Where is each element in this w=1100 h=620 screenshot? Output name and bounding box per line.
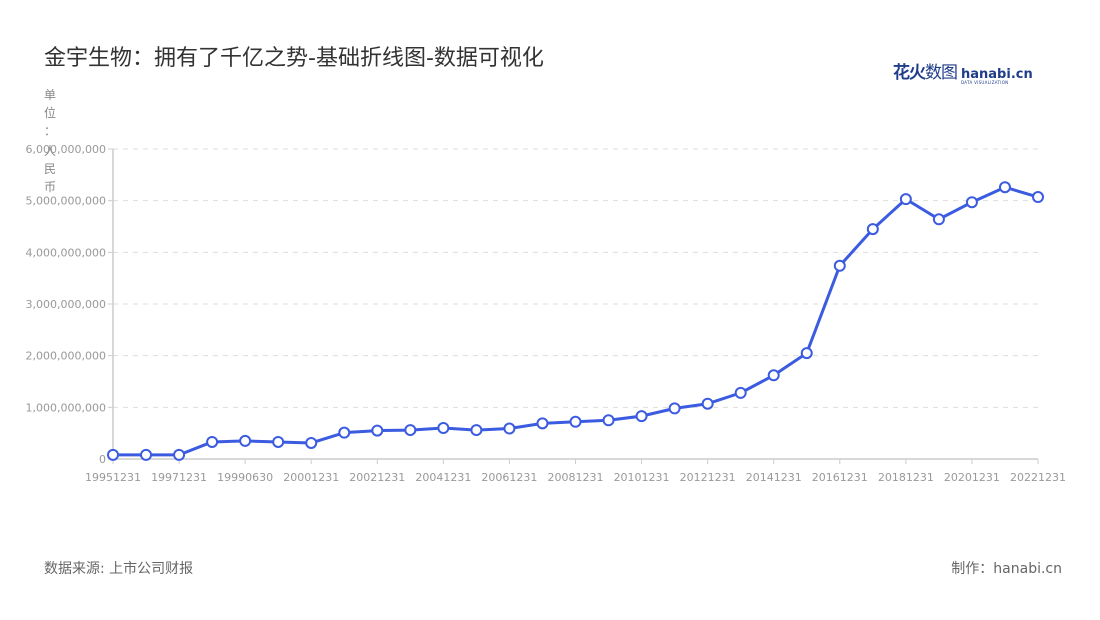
logo-en: hanabi.cn DATA VISUALIZATION [961,68,1033,85]
data-point[interactable] [239,434,252,447]
data-point[interactable] [899,193,912,206]
x-tick-label: 20041231 [415,471,471,484]
data-point[interactable] [140,448,153,461]
data-point[interactable] [668,402,681,415]
logo-cn-thin: 数图 [925,63,958,83]
y-axis-unit-label: 单位 ： 人民币 [42,86,58,196]
y-tick-label: 5,000,000,000 [26,195,106,208]
x-tick-label: 20161231 [812,471,868,484]
y-tick-label: 3,000,000,000 [26,298,106,311]
x-tick-label: 20021231 [349,471,405,484]
data-point[interactable] [932,213,945,226]
data-point[interactable] [767,369,780,382]
x-tick-label: 20061231 [481,471,537,484]
data-point[interactable] [602,414,615,427]
x-tick-label: 19990630 [217,471,273,484]
y-tick-label: 1,000,000,000 [26,401,106,414]
unit-char: 位 [43,106,56,120]
logo-tagline: DATA VISUALIZATION [961,80,1009,85]
chart-title: 金宇生物：拥有了千亿之势-基础折线图-数据可视化 [44,46,544,71]
unit-char: 币 [43,180,56,194]
data-point[interactable] [437,422,450,434]
x-tick-label: 19971231 [151,471,207,484]
data-point[interactable] [536,417,549,430]
y-tick-label: 4,000,000,000 [26,246,106,259]
data-point[interactable] [734,386,747,399]
data-point[interactable] [206,435,219,448]
data-point[interactable] [635,410,648,423]
y-tick-label: 0 [99,453,106,466]
data-point[interactable] [701,397,714,410]
credit: 制作：hanabi.cn [951,561,1062,577]
unit-char: 民 [43,162,56,176]
logo-cn: 花火数图 [893,58,958,83]
data-point[interactable] [998,181,1011,194]
data-point[interactable] [338,426,351,439]
data-source: 数据来源: 上市公司财报 [44,561,194,577]
y-tick-label: 6,000,000,000 [26,143,106,156]
x-tick-label: 20181231 [878,471,934,484]
unit-char: 人 [43,144,56,158]
y-tick-label: 2,000,000,000 [26,350,106,363]
x-tick-label: 20001231 [283,471,339,484]
x-tick-label: 20141231 [746,471,802,484]
data-point[interactable] [305,436,318,449]
data-point[interactable] [569,415,582,428]
x-tick-label: 20221231 [1010,471,1066,484]
data-point[interactable] [503,422,516,435]
unit-char: ： [43,124,56,138]
hanabi-logo: 花火数图 hanabi.cn DATA VISUALIZATION [893,58,1033,85]
data-point[interactable] [371,424,384,437]
x-tick-label: 20101231 [614,471,670,484]
data-point[interactable] [800,347,813,360]
data-point[interactable] [173,448,186,461]
data-point[interactable] [1032,191,1044,204]
data-point[interactable] [965,196,978,209]
data-point[interactable] [833,259,846,272]
logo-cn-bold: 花火 [893,63,926,83]
data-point[interactable] [404,424,417,437]
logo-en-text: hanabi.cn [961,67,1033,82]
x-tick-label: 20081231 [548,471,604,484]
data-point[interactable] [107,448,119,461]
data-point[interactable] [272,435,285,448]
series-line [113,185,1039,457]
unit-char: 单 [43,88,56,102]
x-tick-label: 20121231 [680,471,736,484]
data-point[interactable] [470,424,483,437]
data-point[interactable] [866,223,879,236]
x-tick-label: 19951231 [85,471,141,484]
x-tick-label: 20201231 [944,471,1000,484]
